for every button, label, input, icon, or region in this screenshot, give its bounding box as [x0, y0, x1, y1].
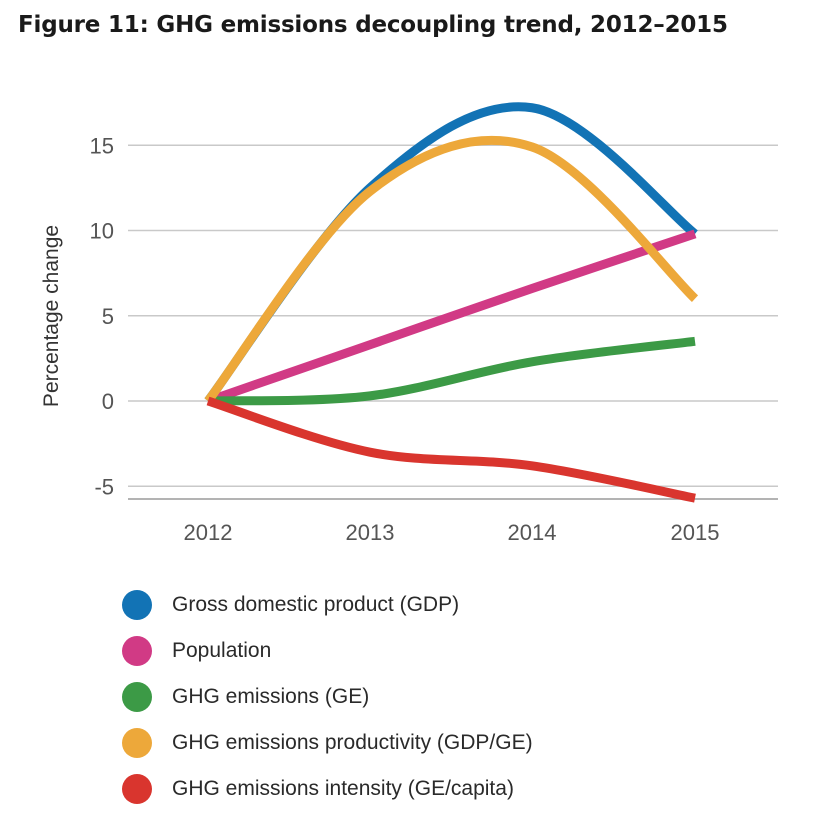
- axes: 15 10 5 0 -5 2012 2013 2014 2015 Percentage chang…: [40, 133, 778, 545]
- y-tick-label: 10: [90, 219, 114, 244]
- series-lines: [204, 102, 699, 503]
- y-axis-title: Percentage change: [40, 225, 63, 407]
- y-tick-label: 5: [102, 304, 114, 329]
- series-line-ghg-productivity: [204, 136, 699, 404]
- chart-title: Figure 11: GHG emissions decoupling tren…: [18, 12, 728, 38]
- legend-label: GHG emissions intensity (GE/capita): [172, 777, 514, 800]
- legend-swatch-icon: [122, 728, 152, 758]
- legend-label: GHG emissions productivity (GDP/GE): [172, 731, 533, 754]
- series-line-population: [206, 229, 697, 406]
- y-tick-label: -5: [94, 474, 114, 499]
- y-tick-label: 15: [90, 133, 114, 158]
- legend-label: Gross domestic product (GDP): [172, 593, 460, 616]
- y-tick-label: 0: [102, 389, 114, 414]
- legend-label: GHG emissions (GE): [172, 685, 370, 708]
- series-line-ghg-emissions: [207, 336, 696, 406]
- series-line-ghg-intensity: [206, 396, 696, 503]
- legend-item-ghg-intensity: GHG emissions intensity (GE/capita): [122, 766, 533, 812]
- legend-item-ghg-emissions: GHG emissions (GE): [122, 674, 533, 720]
- legend-item-gdp: Gross domestic product (GDP): [122, 582, 533, 628]
- legend: Gross domestic product (GDP) Population GH…: [122, 582, 533, 812]
- legend-swatch-icon: [122, 590, 152, 620]
- x-tick-label: 2012: [184, 520, 233, 545]
- legend-item-ghg-productivity: GHG emissions productivity (GDP/GE): [122, 720, 533, 766]
- legend-swatch-icon: [122, 636, 152, 666]
- x-tick-label: 2013: [346, 520, 395, 545]
- x-tick-label: 2014: [508, 520, 557, 545]
- legend-item-population: Population: [122, 628, 533, 674]
- legend-swatch-icon: [122, 682, 152, 712]
- x-tick-label: 2015: [671, 520, 720, 545]
- legend-label: Population: [172, 639, 272, 662]
- legend-swatch-icon: [122, 774, 152, 804]
